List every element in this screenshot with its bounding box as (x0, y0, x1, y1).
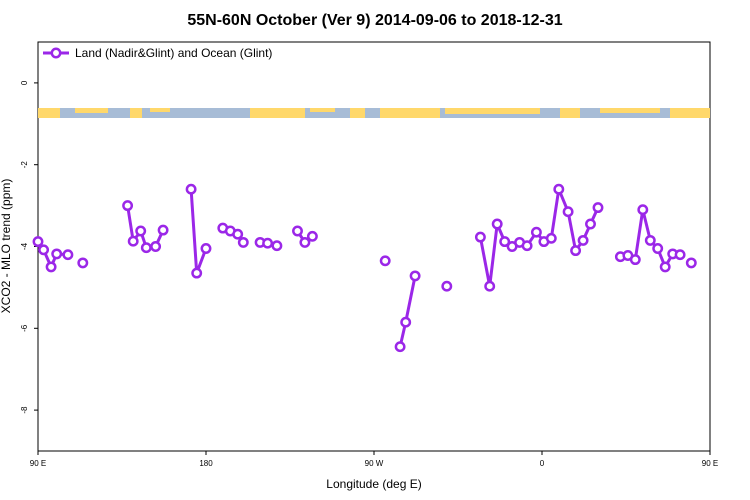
x-tick-label: 180 (199, 459, 213, 468)
data-point (77, 257, 89, 269)
data-point (379, 255, 391, 267)
data-point (237, 236, 249, 248)
data-point (135, 225, 147, 237)
series-line (398, 275, 417, 348)
data-point (441, 280, 453, 292)
data-point (562, 206, 574, 218)
data-point (637, 204, 649, 216)
data-point (545, 232, 557, 244)
legend-marker (50, 47, 62, 59)
y-axis-title: XCO2 - MLO trend (ppm) (0, 179, 13, 314)
data-point (659, 261, 671, 273)
data-point (570, 245, 582, 257)
land-band (38, 108, 710, 118)
data-point (644, 234, 656, 246)
data-point (299, 236, 311, 248)
y-tick-label: -6 (20, 324, 29, 332)
x-tick-label: 0 (540, 459, 545, 468)
x-axis: 90 E 180 90 W 0 90 E (30, 451, 718, 468)
data-point (585, 218, 596, 230)
data-point (577, 234, 589, 246)
x-tick-label: 90 W (365, 459, 384, 468)
data-point (530, 226, 542, 238)
series-line (478, 187, 600, 288)
data-point (685, 257, 697, 269)
ocean-band (38, 108, 710, 118)
data-point (400, 316, 412, 328)
data-point (185, 183, 197, 195)
data-point (629, 254, 641, 266)
data-point (474, 231, 486, 243)
data-point (592, 202, 604, 214)
data-point (191, 267, 203, 279)
data-point (674, 249, 686, 261)
data-point (292, 225, 303, 237)
y-tick-label: -8 (20, 406, 29, 414)
data-point (232, 228, 244, 240)
data-point (409, 270, 421, 282)
x-axis-title: Longitude (deg E) (326, 477, 421, 491)
data-point (271, 240, 283, 252)
data-point (484, 280, 496, 292)
data-point (491, 218, 503, 230)
data-point (140, 242, 152, 254)
data-point (262, 237, 274, 249)
land-ocean-band (38, 108, 710, 118)
data-point (652, 243, 664, 254)
legend: Land (Nadir&Glint) and Ocean (Glint) (43, 46, 272, 60)
data-point (62, 249, 74, 261)
plot-frame (37, 41, 711, 452)
chart-title: 55N-60N October (Ver 9) 2014-09-06 to 20… (187, 12, 562, 29)
y-tick-label: -2 (20, 161, 29, 169)
data-point (553, 183, 565, 195)
data-point (122, 200, 134, 212)
data-point (499, 236, 511, 248)
data-point (521, 240, 533, 252)
data-point (150, 241, 162, 252)
x-tick-label: 90 E (702, 459, 718, 468)
data-point (38, 244, 50, 256)
y-tick-label: 0 (20, 80, 29, 85)
data-point (51, 248, 63, 260)
legend-label: Land (Nadir&Glint) and Ocean (Glint) (75, 46, 272, 60)
series-group (32, 183, 697, 353)
data-point (157, 224, 169, 236)
data-point (127, 235, 139, 247)
data-point (200, 243, 212, 254)
y-tick-label: -4 (20, 242, 29, 250)
data-point (45, 261, 57, 273)
data-point (306, 230, 318, 242)
series-line (189, 189, 208, 275)
data-point (394, 341, 406, 353)
y-axis: 0 -2 -4 -6 -8 (20, 80, 38, 414)
x-tick-label: 90 E (30, 459, 46, 468)
data-point (32, 236, 44, 248)
